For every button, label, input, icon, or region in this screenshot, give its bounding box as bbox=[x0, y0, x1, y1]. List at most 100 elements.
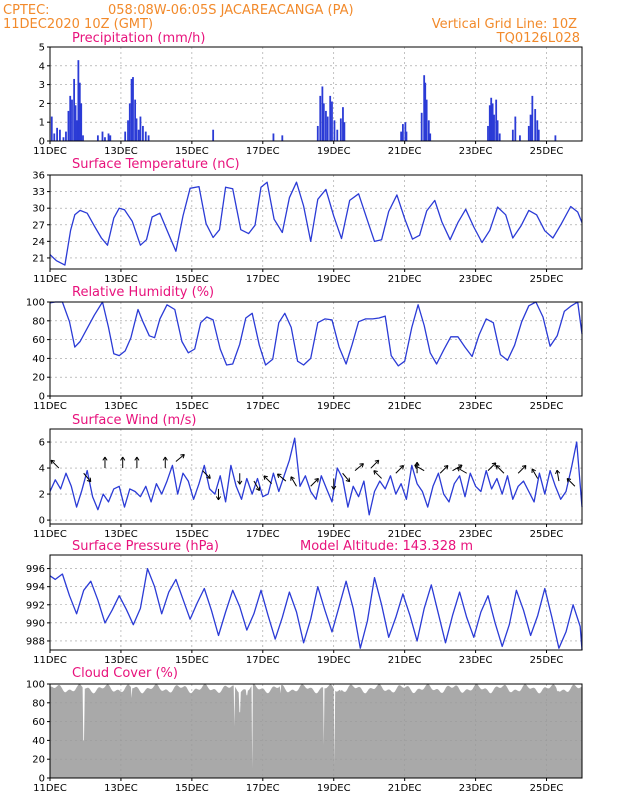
panel-frame bbox=[49, 174, 583, 270]
wind-arrow-shaft bbox=[439, 465, 449, 474]
precip-bar bbox=[65, 131, 67, 141]
y-tick-label: 27 bbox=[32, 220, 45, 231]
precip-bar bbox=[67, 110, 70, 141]
cloud-cover-area bbox=[50, 684, 582, 778]
x-tick-label: 15DEC bbox=[175, 655, 209, 666]
precip-bar bbox=[423, 75, 426, 141]
precip-bar bbox=[536, 120, 539, 141]
y-tick-label: 20 bbox=[32, 755, 45, 766]
panel-frame bbox=[49, 301, 583, 397]
precip-bar bbox=[496, 120, 499, 141]
precip-bar bbox=[142, 125, 144, 141]
wind-arrow-shaft bbox=[83, 472, 92, 482]
x-tick-label: 17DEC bbox=[246, 274, 280, 285]
precip-bar bbox=[77, 60, 80, 141]
wind-arrow bbox=[517, 464, 527, 474]
wind-arrow-head bbox=[86, 477, 92, 483]
pressure-title: Surface Pressure (hPa) bbox=[72, 539, 219, 554]
wind-arrow-head bbox=[276, 473, 282, 478]
precip-bar bbox=[53, 133, 56, 141]
precip-bar bbox=[101, 131, 104, 141]
wind-arrow-head bbox=[331, 485, 337, 490]
precip-bar bbox=[59, 129, 61, 141]
x-tick-label: 21DEC bbox=[388, 529, 422, 540]
x-tick-label: 19DEC bbox=[317, 401, 351, 412]
panel-frame bbox=[49, 683, 583, 779]
wind-arrow-head bbox=[50, 459, 56, 465]
x-tick-label: 21DEC bbox=[388, 146, 422, 157]
precip-bar bbox=[333, 120, 336, 141]
x-tick-label: 19DEC bbox=[317, 783, 351, 794]
wind-arrow bbox=[202, 470, 211, 479]
x-tick-label: 25DEC bbox=[530, 401, 564, 412]
panel-frame bbox=[49, 554, 583, 651]
x-tick-label: 21DEC bbox=[388, 783, 422, 794]
wind-arrow-head bbox=[345, 477, 351, 483]
wind-arrow bbox=[50, 459, 60, 469]
y-tick-label: 60 bbox=[32, 717, 45, 728]
x-tick-label: 23DEC bbox=[459, 401, 493, 412]
precip-bar bbox=[514, 116, 517, 141]
wind-arrow bbox=[276, 473, 287, 482]
precip-bar bbox=[96, 135, 99, 141]
x-tick-label: 17DEC bbox=[246, 401, 280, 412]
x-tick-label: 17DEC bbox=[246, 146, 280, 157]
y-tick-label: 24 bbox=[32, 237, 45, 248]
wind-arrow bbox=[414, 464, 425, 472]
precip-bar bbox=[427, 120, 430, 141]
wind-arrow-head bbox=[237, 480, 243, 485]
x-tick-label: 25DEC bbox=[530, 146, 564, 157]
wind-arrow bbox=[439, 464, 449, 474]
wind-arrow-shaft bbox=[456, 467, 467, 474]
wind-arrow-head bbox=[456, 467, 462, 472]
wind-arrow bbox=[373, 470, 382, 479]
wind-arrow bbox=[310, 477, 319, 487]
y-tick-label: 996 bbox=[26, 564, 45, 575]
wind-arrow bbox=[354, 463, 364, 472]
x-tick-label: 11DEC bbox=[33, 529, 67, 540]
rh-series-line bbox=[49, 301, 583, 367]
x-tick-label: 25DEC bbox=[530, 274, 564, 285]
x-tick-label: 15DEC bbox=[175, 274, 209, 285]
precip-bar bbox=[529, 114, 532, 141]
wind-arrow bbox=[102, 456, 108, 469]
precip-bar bbox=[493, 114, 495, 141]
y-tick-label: 80 bbox=[32, 316, 45, 327]
precipitation-panel: Precipitation (mm/h) 0 1 2 3 4 5 11DEC 13DEC 15D… bbox=[33, 31, 583, 157]
precip-bar bbox=[400, 131, 403, 141]
precipitation-title: Precipitation (mm/h) bbox=[72, 31, 205, 46]
wind-arrow-head bbox=[180, 453, 185, 459]
x-tick-label: 15DEC bbox=[175, 783, 209, 794]
wind-arrow-head bbox=[566, 477, 572, 483]
wind-arrow-head bbox=[374, 459, 380, 465]
wind-arrow-head bbox=[255, 486, 261, 492]
precip-bar bbox=[50, 116, 53, 141]
precip-bar bbox=[130, 78, 133, 141]
x-tick-label: 21DEC bbox=[388, 274, 422, 285]
wind-arrow-shaft bbox=[414, 464, 425, 472]
x-tick-label: 11DEC bbox=[33, 146, 67, 157]
y-tick-label: 990 bbox=[26, 618, 45, 629]
precip-bar bbox=[127, 120, 129, 141]
wind-arrow-head bbox=[102, 456, 108, 461]
wind-arrow bbox=[495, 464, 505, 474]
wind-arrow-head bbox=[206, 474, 211, 479]
wind-arrow-head bbox=[414, 464, 419, 469]
wind-arrow-shaft bbox=[495, 465, 505, 474]
wind-arrow-shaft bbox=[487, 462, 497, 471]
y-tick-label: 1 bbox=[39, 118, 45, 129]
precip-bar bbox=[326, 116, 329, 141]
precip-bar bbox=[78, 82, 81, 141]
x-tick-label: 19DEC bbox=[317, 146, 351, 157]
wind-arrow-shaft bbox=[50, 459, 60, 469]
y-tick-label: 33 bbox=[32, 187, 45, 198]
wind-arrow-head bbox=[120, 456, 126, 461]
y-tick-label: 30 bbox=[32, 204, 45, 215]
precip-bar bbox=[212, 129, 215, 141]
x-tick-label: 11DEC bbox=[33, 274, 67, 285]
temperature-title: Surface Temperature (nC) bbox=[72, 157, 240, 172]
x-tick-label: 11DEC bbox=[33, 783, 67, 794]
x-tick-label: 15DEC bbox=[175, 401, 209, 412]
y-tick-label: 4 bbox=[39, 464, 45, 475]
